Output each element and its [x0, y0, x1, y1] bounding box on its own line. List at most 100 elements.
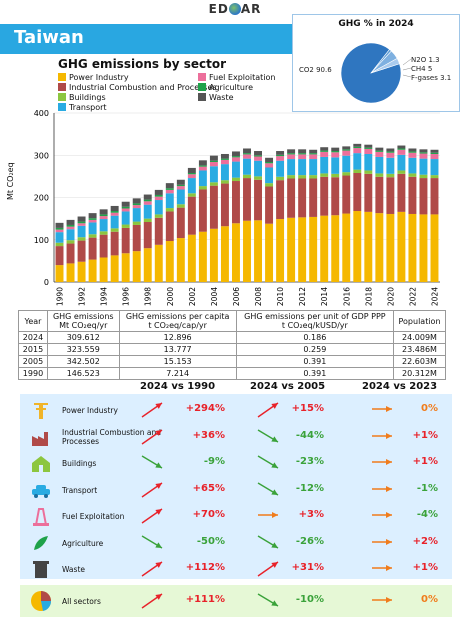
trend-arrow-flat-icon	[372, 512, 392, 518]
bar-segment	[165, 208, 174, 212]
bar-segment	[298, 217, 307, 282]
change-value: +1%	[412, 456, 438, 467]
bar-segment	[287, 178, 296, 218]
bar-segment	[364, 211, 373, 282]
table-cell: 2005	[18, 355, 48, 368]
sector-row: Buildings -9% -23% +1%	[20, 450, 452, 476]
bar-segment	[397, 173, 406, 212]
bar-segment	[265, 163, 274, 168]
bar-segment	[143, 204, 152, 219]
bar-segment	[397, 149, 406, 155]
bar-segment	[154, 214, 163, 218]
bar-segment	[353, 153, 362, 170]
bar-segment	[408, 151, 417, 153]
bar-segment	[364, 147, 373, 149]
pie-label-co2: CO2 90.6	[299, 66, 332, 74]
bar-segment	[220, 180, 229, 184]
bar-segment	[176, 179, 185, 185]
trend-arrow-flat-icon	[372, 432, 392, 439]
bar-segment	[209, 182, 218, 186]
bar-segment	[430, 178, 439, 215]
bar-segment	[198, 166, 207, 171]
bar-segment	[320, 176, 329, 216]
bar-segment	[187, 234, 196, 282]
bar-segment	[220, 159, 229, 165]
bar-segment	[154, 217, 163, 245]
table-row: 1990 146.523 7.214 0.391 20.312M	[18, 367, 446, 380]
bar-segment	[331, 173, 340, 178]
fuel-exploitation-icon	[33, 508, 49, 526]
change-value: +1%	[412, 429, 438, 441]
power-industry-icon	[34, 403, 48, 419]
table-cell: 323.559	[46, 343, 120, 356]
bar-segment	[353, 146, 362, 149]
change-value: +31%	[291, 562, 324, 573]
bar-segment	[342, 213, 351, 282]
bar-segment	[254, 155, 262, 157]
x-tick-label: 2004	[210, 287, 219, 306]
legend-industrial: Industrial Combustion and Processes	[58, 83, 217, 92]
sector-row: Power Industry +294% +15% 0%	[20, 397, 452, 423]
pie-leader-line	[402, 58, 412, 66]
pie-slice	[370, 57, 400, 74]
all-sectors-pie-icon	[31, 591, 52, 611]
table-cell: 146.523	[46, 367, 120, 380]
sector-name: Power Industry	[62, 406, 118, 415]
bar-segment	[265, 162, 274, 164]
bar-segment	[209, 162, 218, 167]
gas-share-pie	[340, 42, 412, 104]
change-value: -44%	[295, 429, 324, 441]
bar-segment	[287, 159, 296, 176]
bar-segment	[287, 217, 296, 282]
bar-segment	[331, 147, 340, 152]
bar-segment	[176, 184, 185, 187]
bar-segment	[243, 158, 251, 175]
legend-swatch	[198, 93, 206, 101]
trend-arrow-up-icon	[141, 402, 163, 418]
bar-segment	[209, 166, 218, 183]
change-value: +3%	[298, 509, 324, 520]
bar-segment	[375, 213, 384, 282]
bar-segment	[375, 176, 384, 214]
bar-segment	[55, 246, 64, 266]
trend-arrow-up-icon	[141, 481, 163, 498]
x-tick-label: 2010	[276, 287, 285, 306]
table-cell: 22.603M	[393, 355, 446, 368]
change-value: 0%	[421, 594, 438, 605]
bar-segment	[55, 242, 64, 247]
th-population: Population	[393, 310, 446, 332]
bar-segment	[66, 243, 75, 264]
bar-segment	[320, 150, 329, 152]
bar-segment	[232, 157, 240, 162]
bar-segment	[198, 165, 207, 167]
bar-segment	[232, 161, 240, 178]
bar-segment	[55, 222, 64, 228]
bar-segment	[265, 157, 274, 163]
table-cell: 309.612	[46, 331, 120, 344]
bar-segment	[265, 223, 274, 282]
bar-segment	[88, 219, 97, 223]
bar-segment	[298, 175, 307, 179]
bar-segment	[375, 150, 384, 152]
bar-segment	[309, 159, 318, 176]
bar-segment	[419, 152, 428, 154]
bar-segment	[209, 155, 218, 161]
bar-segment	[353, 211, 362, 282]
bar-segment	[419, 158, 428, 175]
change-value: 0%	[421, 403, 438, 414]
car-icon	[32, 484, 50, 498]
th-ghg: GHG emissions Mt CO₂eq/yr	[46, 310, 120, 332]
bar-segment	[209, 185, 218, 229]
bar-segment	[265, 167, 274, 184]
bar-segment	[187, 167, 196, 173]
bar-segment	[66, 219, 75, 225]
bar-segment	[419, 153, 428, 159]
change-value: +294%	[185, 403, 225, 414]
bar-segment	[99, 214, 108, 217]
table-cell: 7.214	[118, 367, 237, 380]
bar-segment	[198, 231, 207, 282]
bar-segment	[276, 176, 285, 181]
bar-segment	[375, 147, 384, 151]
trend-arrow-down-icon	[257, 534, 279, 549]
bar-segment	[386, 152, 395, 158]
